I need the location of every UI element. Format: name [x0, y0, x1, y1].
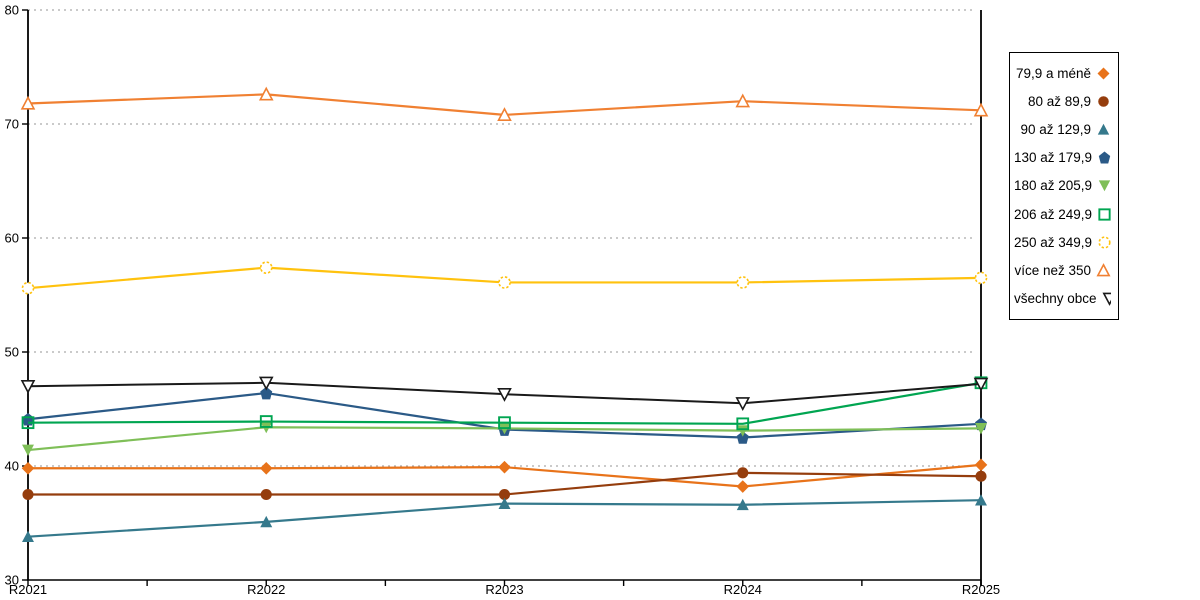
data-point-marker	[737, 467, 749, 479]
data-point-marker	[497, 107, 512, 122]
legend-item-label: více než 350	[1014, 263, 1091, 279]
legend-item-label: 90 až 129,9	[1020, 122, 1091, 138]
square-marker-icon	[1098, 208, 1111, 221]
legend-marker-icon	[1098, 96, 1109, 107]
data-point-marker	[20, 380, 36, 394]
legend-marker-icon	[1098, 208, 1111, 221]
diamond-marker-icon	[1097, 67, 1110, 80]
data-point-marker	[974, 458, 988, 472]
chart-legend: 79,9 a méně 80 až 89,9 90 až 129,9 130 až 1…	[1009, 52, 1119, 320]
triangle-down-marker-icon	[1098, 180, 1111, 192]
y-tick-label: 30	[5, 573, 19, 588]
x-tick-label: R2024	[724, 582, 762, 597]
circle-marker-icon	[1098, 236, 1111, 249]
series-line	[27, 381, 982, 425]
legend-item: 250 až 349,9	[1014, 228, 1111, 256]
legend-marker-icon	[1098, 236, 1111, 249]
legend-item-label: 80 až 89,9	[1027, 93, 1091, 109]
data-point-marker	[735, 397, 751, 411]
data-point-marker	[22, 488, 34, 501]
data-point-marker	[21, 461, 35, 475]
legend-item: 80 až 89,9	[1014, 87, 1111, 115]
data-point-marker	[498, 497, 511, 509]
legend-marker-icon	[1098, 180, 1111, 192]
data-point-marker	[736, 431, 749, 444]
legend-item-label: 130 až 179,9	[1014, 150, 1093, 166]
x-tick-label: R2023	[485, 582, 523, 597]
legend-item-label: 180 až 205,9	[1014, 178, 1093, 194]
y-tick-label: 70	[5, 117, 19, 132]
legend-item: všechny obce	[1014, 285, 1111, 313]
legend-item: více než 350	[1014, 257, 1111, 285]
data-point-marker	[973, 102, 989, 117]
legend-item: 79,9 a méně	[1014, 59, 1111, 87]
legend-item-label: 250 až 349,9	[1014, 234, 1093, 250]
legend-item-label: všechny obce	[1014, 291, 1097, 307]
legend-item-label: 79,9 a méně	[1015, 65, 1091, 81]
data-point-marker	[498, 416, 511, 430]
data-point-marker	[259, 415, 273, 428]
data-point-marker	[260, 515, 273, 528]
data-point-marker	[21, 416, 35, 430]
legend-marker-icon	[1097, 67, 1110, 80]
y-tick-label: 80	[5, 3, 19, 18]
data-point-marker	[258, 86, 274, 101]
data-point-marker	[260, 386, 273, 400]
x-tick-label: R2022	[247, 582, 285, 597]
data-point-marker	[736, 480, 750, 493]
legend-item: 180 až 205,9	[1014, 172, 1111, 200]
data-point-marker	[736, 498, 749, 511]
data-point-marker	[498, 460, 511, 474]
legend-marker-icon	[1098, 151, 1111, 164]
data-point-marker	[260, 488, 272, 501]
legend-item: 90 až 129,9	[1014, 115, 1111, 143]
y-tick-label: 40	[5, 459, 19, 474]
x-tick-label: R2021	[9, 582, 47, 597]
data-point-marker	[259, 461, 273, 475]
data-point-marker	[975, 470, 987, 482]
y-tick-label: 50	[5, 345, 19, 360]
data-point-marker	[736, 425, 749, 437]
data-point-marker	[22, 444, 34, 457]
x-tick-label: R2025	[962, 582, 1000, 597]
triangle-down-marker-icon	[1102, 292, 1111, 307]
legend-item: 130 až 179,9	[1014, 144, 1111, 172]
data-point-marker	[497, 388, 512, 402]
legend-item: 206 až 249,9	[1014, 200, 1111, 228]
data-point-marker	[973, 377, 989, 392]
triangle-up-marker-icon	[1097, 123, 1110, 135]
legend-item-label: 206 až 249,9	[1014, 206, 1093, 222]
circle-marker-icon	[1098, 96, 1109, 107]
data-point-marker	[736, 417, 750, 431]
legend-marker-icon	[1102, 292, 1111, 307]
data-point-marker	[975, 423, 987, 435]
data-point-marker	[735, 93, 751, 108]
data-point-marker	[498, 276, 511, 289]
legend-marker-icon	[1097, 123, 1110, 135]
data-point-marker	[21, 281, 35, 295]
data-point-marker	[736, 276, 750, 289]
data-point-marker	[498, 488, 511, 501]
data-point-marker	[258, 376, 274, 391]
data-point-marker	[975, 494, 987, 506]
data-point-marker	[974, 271, 988, 285]
pentagon-marker-icon	[1098, 151, 1111, 164]
data-point-marker	[22, 530, 34, 543]
legend-marker-icon	[1096, 263, 1111, 277]
data-point-marker	[20, 95, 36, 110]
data-point-marker	[259, 261, 273, 274]
y-tick-label: 60	[5, 231, 19, 246]
triangle-up-marker-icon	[1096, 263, 1111, 277]
